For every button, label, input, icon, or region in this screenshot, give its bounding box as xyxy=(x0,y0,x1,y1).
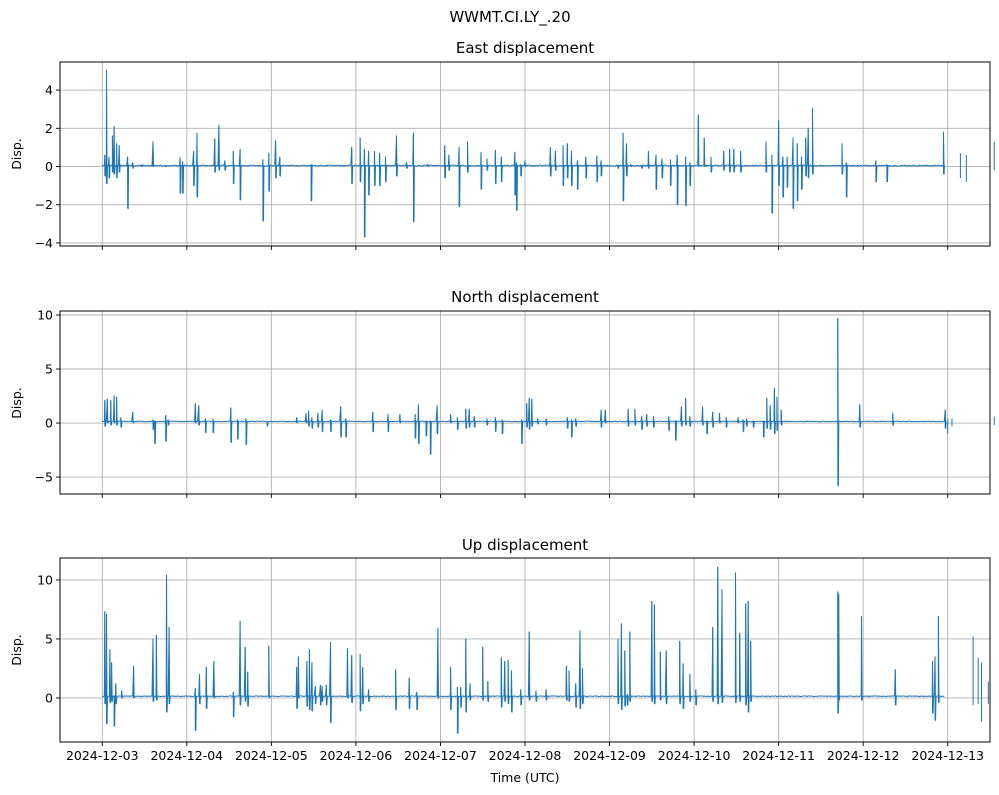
y-tick-label: −4 xyxy=(35,235,53,250)
y-tick-label: 4 xyxy=(45,83,53,98)
x-tick-label: 2024-12-05 xyxy=(235,748,308,763)
x-tick-label: 2024-12-04 xyxy=(150,748,223,763)
panel-east: East displacement Disp. −4 −2 0 2 4 xyxy=(9,39,995,250)
panel-up: Up displacement Disp. 2024-12-03 2024-12-… xyxy=(9,536,991,763)
figure-suptitle: WWMT.CI.LY_.20 xyxy=(449,8,570,27)
y-tick-label: −5 xyxy=(35,470,53,485)
x-tick-label: 2024-12-10 xyxy=(658,748,731,763)
y-tick-label: 2 xyxy=(45,121,53,136)
y-tick-label: 0 xyxy=(45,416,53,431)
x-tick-label: 2024-12-08 xyxy=(489,748,562,763)
panel-title: North displacement xyxy=(451,288,599,306)
y-axis-label: Disp. xyxy=(9,634,24,666)
panel-north: North displacement Disp. −5 0 5 10 xyxy=(9,288,995,498)
axes-frame xyxy=(59,310,991,495)
y-axis-label: Disp. xyxy=(9,387,24,419)
x-tick-label: 2024-12-03 xyxy=(66,748,139,763)
x-tick-label: 2024-12-07 xyxy=(404,748,477,763)
x-axis-label: Time (UTC) xyxy=(489,770,559,785)
panel-title: Up displacement xyxy=(462,536,588,554)
y-tick-label: 5 xyxy=(45,631,53,646)
y-tick-label: 0 xyxy=(45,690,53,705)
y-tick-label: −2 xyxy=(35,197,53,212)
y-tick-label: 0 xyxy=(45,159,53,174)
x-tick-label: 2024-12-11 xyxy=(742,748,815,763)
y-axis-label: Disp. xyxy=(9,138,24,170)
series-line xyxy=(102,317,947,487)
y-tick-label: 10 xyxy=(37,307,53,322)
x-tick-label: 2024-12-12 xyxy=(827,748,900,763)
x-tick-label: 2024-12-06 xyxy=(320,748,393,763)
axes-frame xyxy=(59,61,991,247)
panel-title: East displacement xyxy=(456,39,594,57)
series-line xyxy=(102,69,945,238)
y-tick-label: 5 xyxy=(45,362,53,377)
x-tick-label: 2024-12-13 xyxy=(911,748,984,763)
y-tick-label: 10 xyxy=(37,572,53,587)
axes-frame xyxy=(59,557,991,743)
series-line xyxy=(102,566,945,734)
x-tick-label: 2024-12-09 xyxy=(573,748,646,763)
